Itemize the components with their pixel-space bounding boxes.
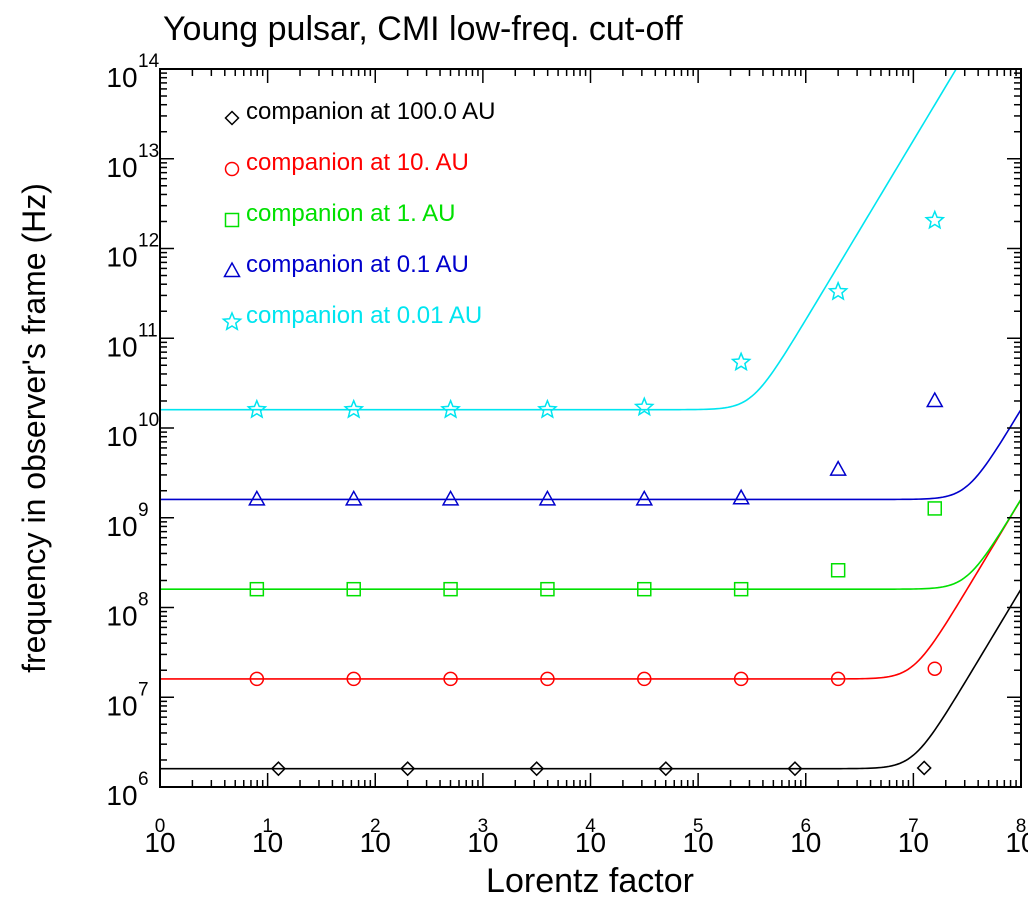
series-4-point-6 xyxy=(827,280,849,301)
series-1-point-6 xyxy=(830,671,846,687)
series-4-point-3 xyxy=(537,398,558,419)
x-tick-label: 10 xyxy=(252,827,283,858)
series-1-point-3 xyxy=(540,671,555,687)
y-tick-exponent: 14 xyxy=(138,51,160,72)
chart-title: Young pulsar, CMI low-freq. cut-off xyxy=(163,10,683,48)
legend-label-3: companion at 0.1 AU xyxy=(246,251,469,278)
legend-marker-4 xyxy=(221,311,243,331)
y-tick-label: 10 xyxy=(106,511,137,542)
series-2-point-2 xyxy=(443,581,458,597)
y-tick-label: 10 xyxy=(106,421,137,452)
series-2-point-5 xyxy=(733,581,749,597)
series-2-point-6 xyxy=(830,563,846,578)
series-1-point-0 xyxy=(249,671,265,687)
series-1-point-5 xyxy=(733,671,749,687)
tick-labels: 1001011021031041051061071081061071081091… xyxy=(106,51,1028,858)
series-0-point-1 xyxy=(400,761,416,777)
series-2-point-3 xyxy=(540,581,555,597)
x-tick-exponent: 6 xyxy=(800,816,811,837)
x-tick-label: 10 xyxy=(575,827,606,858)
x-tick-exponent: 2 xyxy=(370,816,381,837)
series-2-point-4 xyxy=(637,581,652,597)
series-3-point-6 xyxy=(829,460,847,476)
y-tick-exponent: 13 xyxy=(138,141,159,162)
x-tick-label: 10 xyxy=(1005,827,1028,858)
series-1-point-1 xyxy=(346,671,361,687)
y-tick-label: 10 xyxy=(106,780,137,811)
y-tick-label: 10 xyxy=(106,62,137,93)
y-tick-exponent: 7 xyxy=(138,679,149,700)
x-tick-label: 10 xyxy=(898,827,929,858)
series-0-point-4 xyxy=(787,761,803,777)
legend-label-2: companion at 1. AU xyxy=(246,200,455,227)
axis-ticks xyxy=(159,69,1021,788)
y-tick-label: 10 xyxy=(106,242,137,273)
y-tick-exponent: 9 xyxy=(138,500,149,521)
series-line-3 xyxy=(160,409,1021,501)
y-tick-exponent: 11 xyxy=(138,320,158,341)
series-markers xyxy=(246,209,946,777)
x-tick-label: 10 xyxy=(360,827,391,858)
x-tick-exponent: 1 xyxy=(262,816,273,837)
series-line-1 xyxy=(160,499,1021,680)
series-line-4 xyxy=(160,69,958,411)
y-tick-exponent: 8 xyxy=(138,590,149,611)
y-tick-exponent: 10 xyxy=(138,410,159,431)
x-tick-exponent: 3 xyxy=(478,816,489,837)
x-tick-exponent: 4 xyxy=(585,816,596,837)
legend-marker-0 xyxy=(224,110,240,126)
series-line-2 xyxy=(160,498,1021,590)
series-line-0 xyxy=(160,588,1021,770)
legend-label-0: companion at 100.0 AU xyxy=(246,98,496,125)
x-tick-label: 10 xyxy=(144,827,175,858)
plot-frame xyxy=(159,68,1022,788)
series-2-point-0 xyxy=(249,581,265,597)
series-3-point-7 xyxy=(925,391,944,408)
legend-marker-1 xyxy=(224,161,240,177)
series-4-point-5 xyxy=(730,351,752,372)
series-1-point-2 xyxy=(443,671,458,687)
series-3-point-2 xyxy=(441,489,460,506)
series-4-point-7 xyxy=(924,209,946,230)
series-curves xyxy=(160,69,1021,770)
legend-label-4: companion at 0.01 AU xyxy=(246,302,482,329)
series-0-point-5 xyxy=(916,760,932,776)
series-4-point-1 xyxy=(343,398,365,419)
x-tick-exponent: 7 xyxy=(908,816,919,837)
x-tick-label: 10 xyxy=(683,827,714,858)
y-tick-exponent: 6 xyxy=(138,769,149,790)
series-0-point-3 xyxy=(658,761,674,777)
x-tick-label: 10 xyxy=(790,827,821,858)
legend-marker-3 xyxy=(223,261,241,278)
series-4-point-2 xyxy=(440,398,461,419)
legend-label-1: companion at 10. AU xyxy=(246,149,469,176)
series-2-point-7 xyxy=(927,501,943,516)
series-1-point-7 xyxy=(927,661,943,676)
legend: companion at 100.0 AU companion at 10. AU… xyxy=(221,98,496,331)
x-tick-exponent: 5 xyxy=(693,816,704,837)
x-tick-exponent: 0 xyxy=(155,816,166,837)
series-0-point-0 xyxy=(270,761,286,777)
y-tick-label: 10 xyxy=(106,152,137,183)
series-4-point-4 xyxy=(633,396,655,417)
series-3-point-4 xyxy=(635,489,654,506)
y-tick-label: 10 xyxy=(106,601,137,632)
x-tick-exponent: 8 xyxy=(1016,816,1027,837)
series-3-point-1 xyxy=(344,489,363,506)
y-axis-label: frequency in observer's frame (Hz) xyxy=(16,183,52,673)
series-4-point-0 xyxy=(246,398,268,419)
y-tick-exponent: 12 xyxy=(138,231,159,252)
series-0-point-2 xyxy=(529,761,545,777)
x-tick-label: 10 xyxy=(467,827,498,858)
x-axis-label: Lorentz factor xyxy=(486,862,694,900)
y-tick-label: 10 xyxy=(106,331,137,362)
y-tick-label: 10 xyxy=(106,690,137,721)
series-1-point-4 xyxy=(637,671,652,687)
series-3-point-5 xyxy=(732,488,750,505)
legend-marker-2 xyxy=(224,212,240,228)
series-3-point-0 xyxy=(248,489,266,506)
series-3-point-3 xyxy=(538,489,557,506)
series-2-point-1 xyxy=(346,581,361,597)
